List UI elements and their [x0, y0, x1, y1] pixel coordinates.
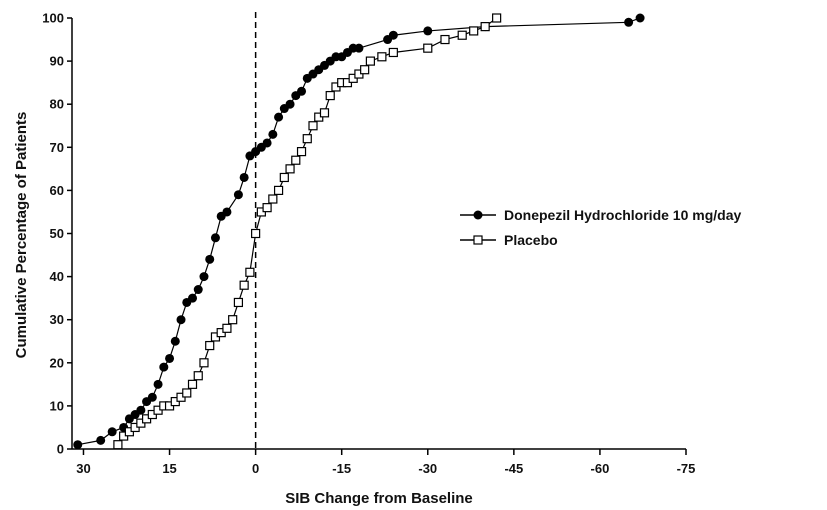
- donepezil-data-point: [193, 285, 203, 295]
- legend: Donepezil Hydrochloride 10 mg/day Placebo: [460, 207, 741, 248]
- donepezil-data-point: [285, 99, 295, 109]
- placebo-data-point: [113, 440, 123, 450]
- placebo-data-point: [365, 56, 375, 66]
- donepezil-data-point: [233, 190, 243, 200]
- placebo-data-point: [469, 26, 479, 36]
- placebo-data-point: [492, 13, 502, 23]
- placebo-data-point: [187, 379, 198, 389]
- placebo-data-point: [296, 147, 307, 157]
- donepezil-data-point: [96, 435, 106, 445]
- placebo-data-point: [193, 371, 203, 381]
- y-tick-label: 60: [50, 183, 64, 198]
- placebo-data-point: [285, 164, 295, 174]
- placebo-data-point: [199, 358, 209, 368]
- placebo-data-point: [222, 323, 232, 333]
- y-tick-label: 70: [50, 140, 64, 155]
- placebo-data-point: [325, 90, 335, 101]
- placebo-data-point: [302, 134, 312, 144]
- x-axis-title: SIB Change from Baseline: [285, 490, 473, 507]
- donepezil-data-point: [388, 30, 398, 40]
- x-tick-label: 15: [162, 461, 176, 476]
- placebo-data-point: [440, 34, 450, 45]
- donepezil-data-point: [205, 254, 215, 264]
- axes: 0 10 20 30 40 50 60 70 80 90 100 30 15 0 -15 -30 -45 -60 -…: [42, 11, 695, 477]
- legend-marker-placebo: [473, 235, 483, 245]
- placebo-data-point: [360, 65, 370, 75]
- placebo-data-point: [273, 185, 284, 195]
- x-tick-label: 0: [252, 461, 259, 476]
- donepezil-data-point: [635, 13, 645, 23]
- donepezil-data-point: [136, 405, 146, 415]
- donepezil-data-point: [188, 293, 198, 303]
- y-tick-label: 20: [50, 355, 64, 370]
- donepezil-data-point: [159, 362, 169, 372]
- donepezil-data-point: [147, 392, 157, 402]
- placebo-data-point: [423, 43, 433, 53]
- legend-label-placebo: Placebo: [504, 232, 558, 248]
- x-tick-label: -30: [418, 461, 437, 476]
- placebo-data-point: [251, 228, 261, 239]
- y-tick-label: 80: [50, 97, 64, 112]
- placebo-data-point: [388, 47, 398, 58]
- donepezil-data-point: [262, 138, 272, 148]
- donepezil-data-point: [210, 233, 220, 243]
- donepezil-data-point: [170, 336, 180, 346]
- donepezil-data-point: [354, 43, 364, 53]
- y-tick-label: 40: [50, 269, 64, 284]
- x-tick-label: -15: [332, 461, 351, 476]
- donepezil-data-point: [165, 353, 175, 363]
- legend-label-donepezil: Donepezil Hydrochloride 10 mg/day: [504, 207, 741, 223]
- donepezil-data-point: [274, 112, 284, 122]
- y-tick-label: 90: [50, 54, 64, 69]
- plot-area: [73, 12, 645, 450]
- placebo-data-point: [457, 30, 467, 40]
- y-tick-label: 50: [50, 226, 64, 241]
- y-tick-label: 100: [42, 11, 64, 26]
- placebo-data-point: [245, 267, 255, 277]
- placebo-data-point: [228, 315, 238, 325]
- placebo-data-point: [239, 280, 249, 290]
- donepezil-data-point: [153, 379, 163, 389]
- placebo-data-point: [319, 108, 330, 118]
- y-tick-label: 0: [57, 442, 64, 457]
- legend-marker-donepezil: [473, 210, 483, 220]
- placebo-data-point: [308, 121, 318, 131]
- donepezil-data-point: [297, 86, 307, 96]
- x-tick-label: 30: [76, 461, 90, 476]
- placebo-data-point: [262, 203, 272, 213]
- donepezil-data-point: [268, 129, 278, 139]
- donepezil-data-point: [176, 315, 186, 325]
- placebo-data-point: [291, 155, 301, 165]
- donepezil-data-point: [423, 26, 433, 36]
- y-tick-label: 10: [50, 398, 64, 413]
- donepezil-data-point: [107, 427, 117, 437]
- x-tick-label: -45: [504, 461, 523, 476]
- x-tick-label: -60: [591, 461, 610, 476]
- donepezil-data-point: [222, 207, 232, 217]
- donepezil-data-point: [73, 440, 83, 450]
- donepezil-data-point: [239, 172, 249, 182]
- donepezil-data-point: [199, 272, 209, 282]
- placebo-data-point: [279, 172, 289, 183]
- placebo-data-point: [205, 340, 215, 351]
- placebo-data-point: [268, 194, 278, 204]
- placebo-data-point: [182, 388, 192, 398]
- y-axis-title: Cumulative Percentage of Patients: [13, 112, 30, 359]
- placebo-data-point: [480, 22, 490, 32]
- placebo-data-point: [377, 52, 387, 62]
- placebo-data-point: [233, 297, 244, 308]
- x-tick-label: -75: [677, 461, 696, 476]
- donepezil-data-point: [624, 17, 634, 27]
- y-tick-label: 30: [50, 312, 64, 327]
